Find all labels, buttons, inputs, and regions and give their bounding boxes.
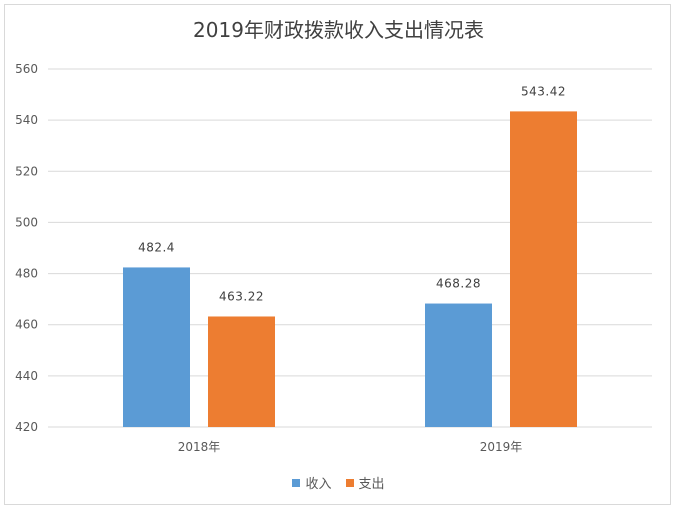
data-label: 543.42 — [521, 84, 566, 98]
legend-item-expense: 支出 — [345, 473, 385, 492]
y-axis-ticks: 420 440 460 480 500 520 540 560 — [15, 62, 38, 434]
data-label: 468.28 — [436, 277, 481, 291]
legend-item-income: 收入 — [292, 473, 332, 492]
x-category-label: 2018年 — [178, 440, 221, 454]
y-tick-label: 460 — [15, 318, 38, 332]
bars — [123, 111, 577, 427]
data-label: 482.4 — [138, 240, 175, 254]
legend-label-expense: 支出 — [358, 477, 385, 492]
legend-swatch-income — [292, 478, 301, 487]
legend-swatch-expense — [345, 478, 354, 487]
y-tick-label: 500 — [15, 215, 38, 229]
legend-label-income: 收入 — [305, 477, 332, 492]
y-tick-label: 560 — [15, 62, 38, 76]
y-tick-label: 540 — [15, 113, 38, 127]
legend: 收入 支出 — [0, 473, 677, 492]
y-tick-label: 520 — [15, 164, 38, 178]
data-labels: 482.4 463.22 468.28 543.42 — [138, 84, 566, 303]
y-tick-label: 480 — [15, 267, 38, 281]
bar-expense — [510, 111, 577, 427]
y-tick-label: 440 — [15, 369, 38, 383]
bar-expense — [208, 316, 275, 427]
chart-title: 2019年财政拨款收入支出情况表 — [193, 18, 484, 42]
bar-income — [425, 303, 492, 427]
bar-income — [123, 267, 190, 427]
x-category-label: 2019年 — [480, 440, 523, 454]
x-axis-categories: 2018年 2019年 — [178, 440, 523, 454]
data-label: 463.22 — [219, 289, 264, 303]
y-tick-label: 420 — [15, 420, 38, 434]
